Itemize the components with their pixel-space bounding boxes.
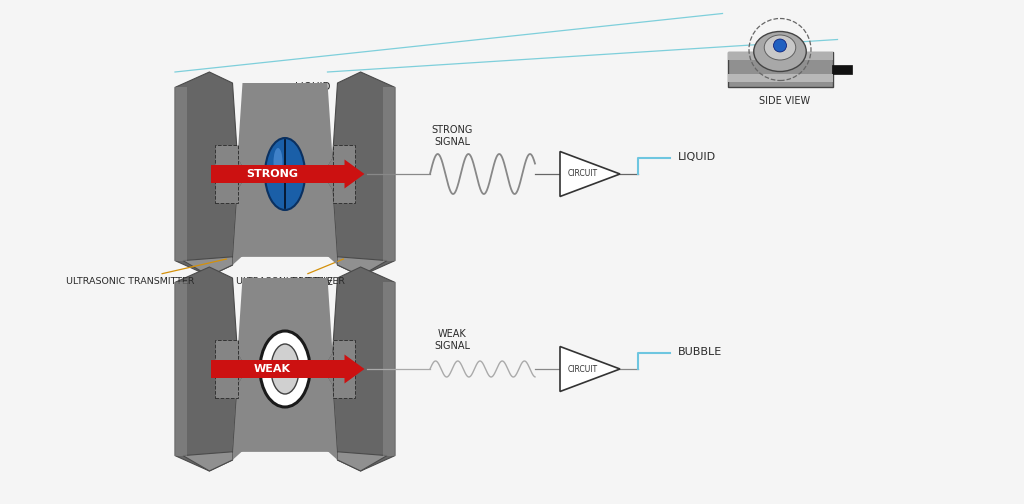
Text: WEAK
SIGNAL: WEAK SIGNAL bbox=[434, 329, 470, 351]
Text: CIRCUIT: CIRCUIT bbox=[567, 364, 598, 373]
Bar bbox=[727, 51, 833, 87]
Polygon shape bbox=[383, 282, 395, 456]
Ellipse shape bbox=[260, 331, 310, 407]
Text: SIDE VIEW: SIDE VIEW bbox=[760, 96, 811, 106]
Polygon shape bbox=[323, 72, 395, 276]
Polygon shape bbox=[232, 83, 338, 265]
Polygon shape bbox=[344, 354, 365, 384]
Polygon shape bbox=[183, 385, 387, 471]
Polygon shape bbox=[344, 159, 365, 188]
Text: STRONG: STRONG bbox=[247, 169, 299, 179]
Text: STRONG
SIGNAL: STRONG SIGNAL bbox=[431, 124, 473, 147]
Polygon shape bbox=[183, 190, 387, 276]
Polygon shape bbox=[175, 282, 187, 456]
Text: CIRCUIT: CIRCUIT bbox=[567, 169, 598, 178]
Bar bbox=[211, 165, 344, 183]
Bar bbox=[215, 340, 238, 398]
Bar bbox=[333, 145, 354, 203]
Polygon shape bbox=[175, 72, 248, 276]
Polygon shape bbox=[223, 158, 248, 190]
Polygon shape bbox=[175, 267, 248, 471]
Ellipse shape bbox=[265, 138, 305, 210]
Text: ULTRASONIC RECEIVER: ULTRASONIC RECEIVER bbox=[236, 259, 344, 285]
Polygon shape bbox=[232, 278, 338, 460]
Text: BUBBLE: BUBBLE bbox=[678, 347, 722, 357]
Text: ULTRASONIC TRANSMITTER: ULTRASONIC TRANSMITTER bbox=[66, 259, 226, 285]
Polygon shape bbox=[323, 158, 346, 190]
Ellipse shape bbox=[271, 344, 299, 394]
Bar bbox=[727, 74, 833, 82]
Bar bbox=[727, 51, 833, 59]
Bar bbox=[833, 65, 853, 74]
Circle shape bbox=[773, 39, 786, 52]
Polygon shape bbox=[323, 353, 346, 385]
Text: BUBBLE: BUBBLE bbox=[288, 277, 334, 331]
Ellipse shape bbox=[273, 148, 283, 176]
Text: WEAK: WEAK bbox=[254, 364, 291, 374]
Polygon shape bbox=[560, 347, 620, 392]
Bar bbox=[333, 340, 354, 398]
Polygon shape bbox=[383, 87, 395, 261]
Polygon shape bbox=[323, 267, 395, 471]
Ellipse shape bbox=[764, 35, 796, 60]
Text: LIQUID: LIQUID bbox=[288, 82, 331, 138]
Polygon shape bbox=[175, 87, 187, 261]
Bar bbox=[215, 145, 238, 203]
Polygon shape bbox=[560, 152, 620, 197]
Ellipse shape bbox=[754, 31, 806, 72]
Text: LIQUID: LIQUID bbox=[678, 152, 716, 162]
Polygon shape bbox=[223, 353, 248, 385]
Bar bbox=[211, 360, 344, 378]
